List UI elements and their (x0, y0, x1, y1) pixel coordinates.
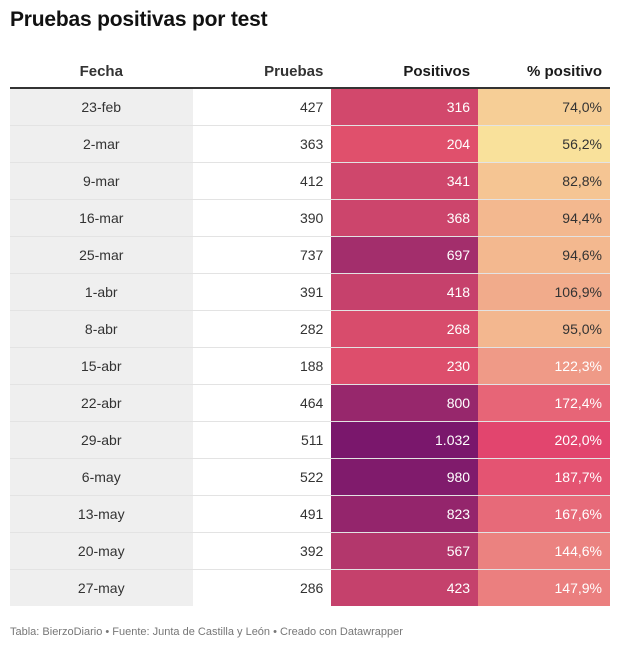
cell-fecha: 1-abr (10, 273, 193, 311)
cell-pct-positivo: 202,0% (478, 421, 610, 459)
cell-pruebas: 511 (192, 421, 332, 459)
cell-pct-positivo: 144,6% (478, 532, 610, 570)
cell-fecha: 9-mar (10, 162, 193, 200)
table-row: 29-abr 511 1.032 202,0% (10, 421, 610, 459)
table-row: 1-abr 391 418 106,9% (10, 273, 610, 311)
table-row: 27-may 286 423 147,9% (10, 569, 610, 606)
table-row: 13-may 491 823 167,6% (10, 495, 610, 533)
cell-pruebas: 188 (192, 347, 332, 385)
cell-positivos: 423 (331, 569, 479, 606)
column-header-fecha[interactable]: Fecha (79, 63, 123, 80)
cell-positivos: 1.032 (331, 421, 479, 459)
table-row: 15-abr 188 230 122,3% (10, 347, 610, 385)
cell-pruebas: 737 (192, 236, 332, 274)
cell-fecha: 23-feb (10, 88, 193, 126)
cell-pct-positivo: 95,0% (478, 310, 610, 348)
table-row: 8-abr 282 268 95,0% (10, 310, 610, 348)
cell-fecha: 25-mar (10, 236, 193, 274)
cell-pruebas: 391 (192, 273, 332, 311)
cell-pct-positivo: 167,6% (478, 495, 610, 533)
table-row: 20-may 392 567 144,6% (10, 532, 610, 570)
table-body: 23-feb 427 316 74,0% 2-mar 363 204 56,2% 9-mar 41… (10, 88, 610, 606)
cell-pct-positivo: 147,9% (478, 569, 610, 606)
table-header-row: Fecha Pruebas Positivos % positivo (10, 56, 610, 88)
cell-pruebas: 464 (192, 384, 332, 422)
cell-pct-positivo: 122,3% (478, 347, 610, 385)
cell-positivos: 418 (331, 273, 479, 311)
cell-positivos: 368 (331, 199, 479, 237)
cell-pct-positivo: 94,4% (478, 199, 610, 237)
column-header-pruebas[interactable]: Pruebas (264, 63, 324, 80)
cell-positivos: 823 (331, 495, 479, 533)
cell-positivos: 204 (331, 125, 479, 163)
cell-pruebas: 491 (192, 495, 332, 533)
cell-pct-positivo: 106,9% (478, 273, 610, 311)
table-row: 9-mar 412 341 82,8% (10, 162, 610, 200)
cell-pruebas: 282 (192, 310, 332, 348)
table-row: 2-mar 363 204 56,2% (10, 125, 610, 163)
cell-fecha: 16-mar (10, 199, 193, 237)
cell-positivos: 341 (331, 162, 479, 200)
cell-pruebas: 522 (192, 458, 332, 496)
cell-pct-positivo: 56,2% (478, 125, 610, 163)
cell-fecha: 20-may (10, 532, 193, 570)
cell-pct-positivo: 94,6% (478, 236, 610, 274)
source-note: Tabla: BierzoDiario • Fuente: Junta de C… (10, 626, 403, 638)
cell-fecha: 6-may (10, 458, 193, 496)
table-row: 6-may 522 980 187,7% (10, 458, 610, 496)
cell-pruebas: 363 (192, 125, 332, 163)
table-title: Pruebas positivas por test (10, 8, 268, 31)
table-row: 23-feb 427 316 74,0% (10, 88, 610, 126)
column-header-pct-positivo[interactable]: % positivo (526, 63, 602, 80)
cell-positivos: 697 (331, 236, 479, 274)
cell-fecha: 8-abr (10, 310, 193, 348)
cell-fecha: 13-may (10, 495, 193, 533)
cell-pruebas: 412 (192, 162, 332, 200)
cell-fecha: 22-abr (10, 384, 193, 422)
cell-pct-positivo: 74,0% (478, 88, 610, 126)
data-table: Fecha Pruebas Positivos % positivo 23-fe… (10, 56, 610, 606)
cell-pct-positivo: 172,4% (478, 384, 610, 422)
table-row: 22-abr 464 800 172,4% (10, 384, 610, 422)
cell-fecha: 27-may (10, 569, 193, 606)
column-header-positivos[interactable]: Positivos (403, 63, 471, 80)
cell-pruebas: 392 (192, 532, 332, 570)
cell-pct-positivo: 187,7% (478, 458, 610, 496)
cell-positivos: 316 (331, 88, 479, 126)
cell-pruebas: 286 (299, 579, 324, 596)
table-row: 25-mar 737 697 94,6% (10, 236, 610, 274)
cell-pct-positivo: 82,8% (478, 162, 610, 200)
cell-pruebas: 390 (192, 199, 332, 237)
cell-fecha: 29-abr (10, 421, 193, 459)
cell-positivos: 980 (331, 458, 479, 496)
cell-positivos: 567 (331, 532, 479, 570)
table-row: 16-mar 390 368 94,4% (10, 199, 610, 237)
cell-pruebas: 427 (192, 88, 332, 126)
cell-positivos: 230 (331, 347, 479, 385)
cell-positivos: 800 (331, 384, 479, 422)
cell-fecha: 15-abr (10, 347, 193, 385)
cell-positivos: 268 (331, 310, 479, 348)
cell-fecha: 2-mar (10, 125, 193, 163)
